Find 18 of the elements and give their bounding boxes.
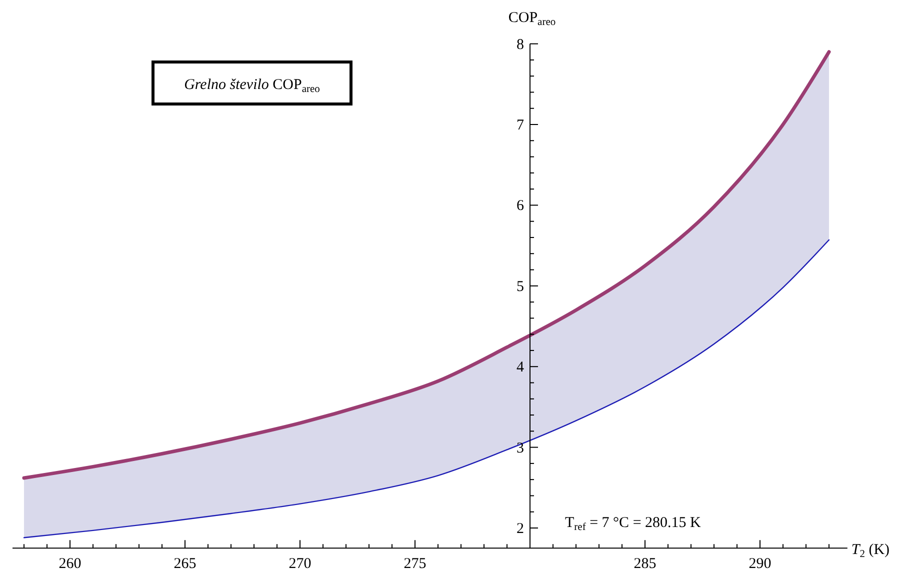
y-tick-label: 7 xyxy=(516,118,524,134)
x-tick-label: 290 xyxy=(748,556,772,572)
y-tick-label: 5 xyxy=(516,278,524,295)
y-tick-label: 8 xyxy=(516,36,524,53)
x-tick-label: 270 xyxy=(288,556,312,572)
line-series xyxy=(23,239,830,538)
x-tick-label: 265 xyxy=(174,556,196,572)
x-tick-label: 285 xyxy=(634,556,656,572)
y-axis-title: COP$_{areo}$ xyxy=(508,10,556,28)
y-tick-label: 2 xyxy=(516,521,524,537)
y-tick-label: 4 xyxy=(516,360,524,376)
annotation: T$_{ref}$ = 7 °C = 280.15 K xyxy=(565,515,702,533)
label-box: Grelno število COP$_{areo}$ xyxy=(152,60,352,106)
y-tick-label: 3 xyxy=(516,440,524,456)
x-tick-label: 260 xyxy=(58,556,82,572)
y-tick-label: 6 xyxy=(516,198,524,214)
x-tick-label: 275 xyxy=(404,556,426,572)
x-axis-title: T$_{2}$ (K) xyxy=(851,542,890,560)
